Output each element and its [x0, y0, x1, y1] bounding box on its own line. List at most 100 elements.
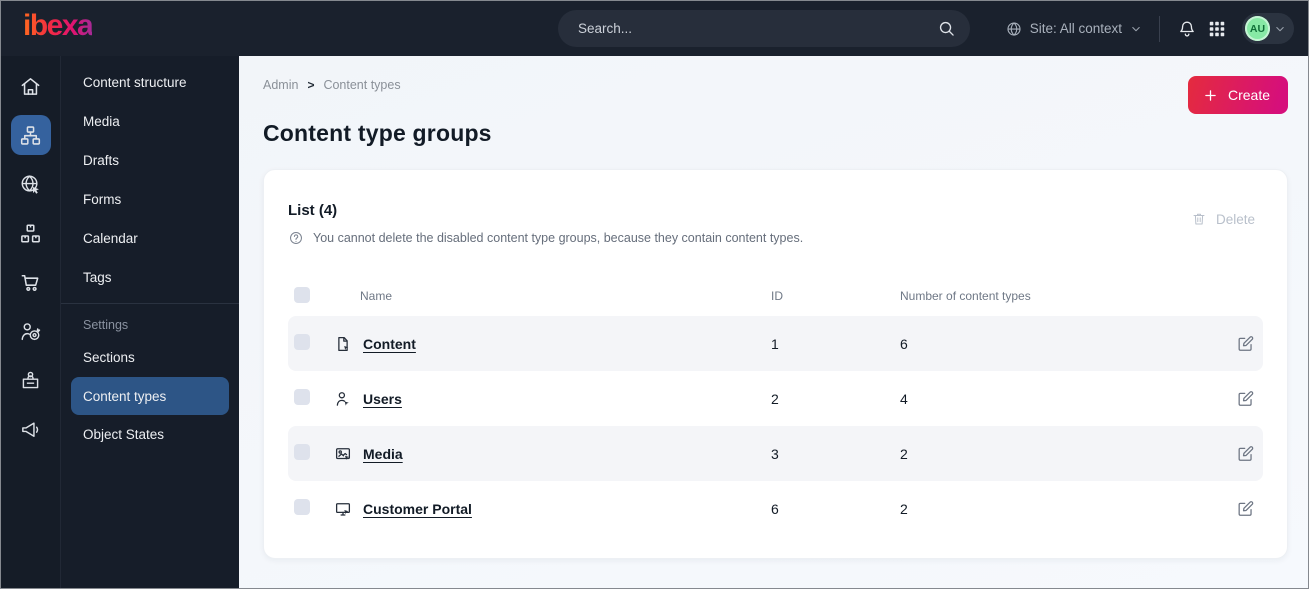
- sitemap-icon: [19, 124, 42, 147]
- avatar: AU: [1245, 16, 1270, 41]
- rail-item-customers[interactable]: [11, 311, 51, 351]
- row-count: 2: [900, 500, 908, 517]
- select-all-checkbox[interactable]: [294, 286, 310, 303]
- sidebar-settings-nav: Sections Content types Object States: [61, 338, 239, 454]
- row-checkbox[interactable]: [294, 499, 310, 515]
- globe-pointer-icon: [19, 173, 42, 196]
- table-row-users: Users 2 4: [288, 371, 1263, 426]
- row-id: 6: [771, 500, 779, 517]
- table-row-content: Content 1 6: [288, 316, 1263, 371]
- products-icon: [19, 222, 42, 245]
- rail-item-marketing[interactable]: [11, 409, 51, 449]
- icon-rail: [1, 56, 61, 588]
- table-body: Content 1 6 Users 2 4 Media 3 2 Customer…: [288, 316, 1263, 536]
- content-type-group-link[interactable]: Users: [363, 390, 402, 407]
- content-type-groups-table: Name ID Number of content types Content …: [288, 276, 1263, 536]
- sidebar-item-label: Media: [83, 114, 120, 129]
- delete-button[interactable]: Delete: [1185, 210, 1261, 228]
- media-image-icon: [334, 445, 352, 463]
- sidebar-item-label: Drafts: [83, 153, 120, 168]
- breadcrumb-item-content-types: Content types: [323, 78, 401, 92]
- delete-button-label: Delete: [1215, 211, 1255, 227]
- topbar-divider: [1159, 15, 1160, 42]
- sidebar-divider: [61, 303, 239, 304]
- sidebar: Content structure Media Drafts Forms Calenda…: [61, 56, 239, 588]
- users-icon: [334, 390, 352, 408]
- sidebar-item-label: Calendar: [83, 231, 138, 246]
- edit-icon: [1236, 334, 1255, 353]
- sidebar-item-object-states[interactable]: Object States: [61, 415, 239, 454]
- topbar-right: Site: All context AU: [1005, 13, 1294, 44]
- content-type-group-link[interactable]: Customer Portal: [363, 500, 472, 517]
- sidebar-item-content-structure[interactable]: Content structure: [61, 63, 239, 102]
- megaphone-icon: [19, 418, 42, 441]
- edit-button[interactable]: [1233, 332, 1257, 356]
- row-count: 6: [900, 335, 908, 352]
- sidebar-item-calendar[interactable]: Calendar: [61, 219, 239, 258]
- list-info: You cannot delete the disabled content t…: [288, 230, 1263, 246]
- list-title: List (4): [288, 202, 338, 219]
- rail-item-content[interactable]: [10, 115, 51, 155]
- search-icon[interactable]: [937, 19, 956, 38]
- customer-target-icon: [19, 320, 42, 343]
- sidebar-item-content-types[interactable]: Content types: [71, 377, 229, 415]
- content-type-group-link[interactable]: Media: [363, 445, 403, 462]
- question-circle-icon: [288, 230, 304, 246]
- row-checkbox[interactable]: [294, 444, 310, 460]
- sidebar-item-drafts[interactable]: Drafts: [61, 141, 239, 180]
- rail-item-dashboard[interactable]: [11, 66, 51, 106]
- sidebar-item-sections[interactable]: Sections: [61, 338, 239, 377]
- sidebar-item-label: Tags: [83, 270, 112, 285]
- app-switcher-button[interactable]: [1202, 14, 1232, 44]
- sidebar-item-forms[interactable]: Forms: [61, 180, 239, 219]
- table-row-media: Media 3 2: [288, 426, 1263, 481]
- global-search[interactable]: [558, 10, 970, 47]
- row-id: 1: [771, 335, 779, 352]
- edit-icon: [1236, 499, 1255, 518]
- user-menu[interactable]: AU: [1242, 13, 1294, 44]
- edit-button[interactable]: [1233, 497, 1257, 521]
- site-context-selector[interactable]: Site: All context: [1005, 20, 1143, 38]
- sidebar-main-nav: Content structure Media Drafts Forms Calenda…: [61, 63, 239, 297]
- notifications-button[interactable]: [1172, 14, 1202, 44]
- row-checkbox[interactable]: [294, 334, 310, 350]
- row-id: 2: [771, 390, 779, 407]
- sidebar-item-media[interactable]: Media: [61, 102, 239, 141]
- create-button[interactable]: Create: [1187, 76, 1288, 114]
- sidebar-item-label: Object States: [83, 427, 165, 442]
- rail-item-site[interactable]: [11, 164, 51, 204]
- row-id: 3: [771, 445, 779, 462]
- bell-icon: [1177, 19, 1197, 39]
- breadcrumb-separator: >: [307, 78, 315, 92]
- column-header-name: Name: [360, 289, 393, 303]
- chevron-down-icon: [1129, 22, 1143, 36]
- sidebar-item-label: Forms: [83, 192, 122, 207]
- trash-icon: [1191, 211, 1207, 227]
- row-count: 2: [900, 445, 908, 462]
- content-type-groups-card: List (4) You cannot delete the disabled …: [263, 169, 1288, 559]
- rail-item-commerce[interactable]: [11, 262, 51, 302]
- table-header: Name ID Number of content types: [288, 276, 1263, 316]
- breadcrumb: Admin > Content types: [263, 76, 1288, 92]
- breadcrumb-item-admin[interactable]: Admin: [263, 78, 299, 92]
- badge-icon: [19, 369, 42, 392]
- page-title: Content type groups: [263, 120, 492, 146]
- sidebar-section-label: Settings: [83, 318, 129, 332]
- rail-item-corporate[interactable]: [11, 360, 51, 400]
- rail-item-products[interactable]: [11, 213, 51, 253]
- table-row-customer-portal: Customer Portal 6 2: [288, 481, 1263, 536]
- row-checkbox[interactable]: [294, 389, 310, 405]
- sidebar-item-tags[interactable]: Tags: [61, 258, 239, 297]
- ibexa-logo[interactable]: ibexa: [23, 11, 94, 46]
- grid-icon: [1207, 19, 1227, 39]
- edit-button[interactable]: [1233, 442, 1257, 466]
- edit-button[interactable]: [1233, 387, 1257, 411]
- topbar: ibexa Site: All context AU: [1, 1, 1308, 56]
- edit-icon: [1236, 444, 1255, 463]
- search-input[interactable]: [576, 20, 937, 37]
- content-type-group-link[interactable]: Content: [363, 335, 416, 352]
- edit-icon: [1236, 389, 1255, 408]
- create-button-label: Create: [1227, 87, 1270, 103]
- column-header-count: Number of content types: [900, 289, 1031, 303]
